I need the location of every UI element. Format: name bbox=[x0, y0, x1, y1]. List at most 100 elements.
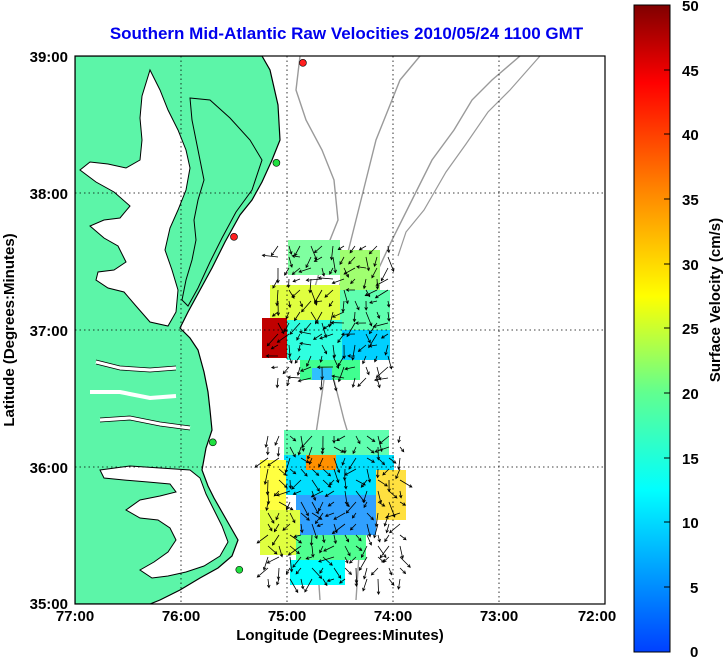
velocity-arrow bbox=[388, 457, 397, 464]
velocity-arrow bbox=[282, 523, 291, 531]
velocity-arrow bbox=[316, 523, 324, 527]
velocity-arrow bbox=[313, 245, 323, 254]
velocity-arrow bbox=[298, 330, 312, 335]
velocity-arrow bbox=[343, 446, 347, 454]
y-axis-label: Latitude (Degrees:Minutes) bbox=[1, 233, 18, 426]
velocity-arrow bbox=[263, 468, 269, 485]
velocity-arrow bbox=[256, 534, 269, 544]
velocity-arrow bbox=[276, 446, 281, 457]
velocity-arrow bbox=[344, 545, 351, 557]
velocity-arrow bbox=[306, 446, 313, 460]
velocity-arrow bbox=[344, 567, 353, 576]
velocity-arrow bbox=[321, 322, 328, 339]
velocity-arrow bbox=[374, 446, 390, 453]
velocity-arrow bbox=[351, 377, 356, 388]
velocity-arrow bbox=[256, 567, 269, 578]
velocity-arrow bbox=[370, 567, 379, 576]
velocity-arrow bbox=[311, 523, 318, 540]
velocity-arrow bbox=[349, 523, 357, 531]
velocity-arrow bbox=[318, 556, 335, 563]
velocity-arrow bbox=[352, 446, 357, 455]
velocity-arrow bbox=[266, 446, 270, 456]
velocity-arrow bbox=[376, 578, 381, 596]
velocity-arrow bbox=[275, 377, 280, 389]
velocity-arrow bbox=[328, 479, 335, 486]
velocity-arrow bbox=[300, 523, 304, 534]
velocity-arrow bbox=[291, 289, 301, 298]
velocity-arrow bbox=[377, 457, 386, 466]
velocity-arrow bbox=[331, 374, 345, 379]
y-tick-label: 37:00 bbox=[30, 323, 68, 340]
velocity-arrow bbox=[322, 479, 332, 488]
colorbar-tick-label: 5 bbox=[690, 580, 698, 597]
velocity-arrow bbox=[272, 534, 280, 546]
velocity-arrow bbox=[309, 534, 314, 547]
velocity-arrow bbox=[382, 556, 390, 563]
velocity-arrow bbox=[357, 344, 367, 352]
colorbar-tick-label: 30 bbox=[682, 257, 699, 274]
velocity-arrow bbox=[300, 501, 309, 517]
velocity-arrow bbox=[328, 300, 334, 308]
velocity-arrow bbox=[322, 322, 334, 330]
velocity-arrow bbox=[331, 278, 345, 285]
station-marker bbox=[230, 233, 238, 241]
velocity-arrow bbox=[327, 501, 335, 507]
colorbar-tick-label: 15 bbox=[682, 451, 699, 468]
colorbar-tick-marks bbox=[664, 69, 670, 588]
plot-frame bbox=[74, 55, 606, 605]
velocity-arrow bbox=[289, 435, 297, 442]
colorbar-ticks: 50 45 40 35 30 25 20 15 10 5 0 bbox=[682, 0, 699, 659]
velocity-arrow bbox=[296, 333, 301, 341]
velocity-arrow bbox=[289, 512, 296, 524]
velocity-arrow bbox=[299, 341, 312, 346]
plot-area bbox=[75, 56, 605, 604]
velocity-arrow bbox=[266, 556, 280, 564]
velocity-arrow bbox=[380, 267, 389, 282]
velocity-arrow bbox=[300, 578, 305, 590]
velocity-arrow bbox=[321, 267, 326, 277]
velocity-arrow bbox=[267, 512, 275, 524]
velocity-arrow bbox=[373, 523, 379, 539]
river bbox=[90, 360, 191, 430]
velocity-arrow bbox=[297, 344, 302, 352]
velocity-arrow bbox=[366, 512, 374, 521]
velocity-arrow bbox=[380, 333, 389, 339]
velocity-arrow bbox=[312, 333, 323, 340]
velocity-arrow bbox=[319, 567, 324, 574]
velocity-arrow bbox=[276, 300, 281, 317]
velocity-arrow bbox=[275, 490, 291, 497]
velocity-arrow bbox=[333, 512, 346, 520]
velocity-arrow bbox=[308, 457, 313, 465]
velocity-arrow bbox=[298, 267, 312, 273]
velocity-arrow bbox=[289, 556, 294, 573]
velocity-arrow bbox=[397, 435, 401, 444]
velocity-arrow bbox=[387, 311, 391, 322]
velocity-arrow bbox=[356, 265, 367, 269]
velocity-arrow bbox=[366, 534, 373, 546]
velocity-arrow bbox=[373, 256, 378, 267]
velocity-arrow bbox=[363, 501, 368, 509]
velocity-arrow bbox=[311, 468, 320, 477]
velocity-arrow bbox=[364, 300, 368, 311]
velocity-arrow bbox=[366, 468, 372, 483]
y-ticks: 39:00 38:00 37:00 36:00 35:00 bbox=[30, 49, 68, 613]
velocity-arrow bbox=[297, 446, 302, 456]
velocity-arrow bbox=[265, 354, 279, 358]
colorbar-tick-label: 25 bbox=[682, 321, 699, 338]
x-tick-label: 77:00 bbox=[56, 608, 94, 625]
velocity-arrow bbox=[333, 468, 340, 484]
colorbar-tick-label: 20 bbox=[682, 386, 699, 403]
velocity-arrow bbox=[387, 355, 393, 370]
velocity-arrow bbox=[337, 355, 345, 367]
colorbar-label: Surface Velocity (cm/s) bbox=[707, 218, 724, 382]
velocity-arrow bbox=[374, 512, 379, 528]
velocity-arrow bbox=[344, 556, 349, 564]
velocity-arrow bbox=[324, 289, 334, 298]
velocity-arrow bbox=[277, 322, 285, 335]
velocity-arrow bbox=[291, 267, 301, 275]
velocity-arrow bbox=[332, 435, 336, 444]
velocity-arrow bbox=[324, 512, 335, 518]
velocity-arrow bbox=[366, 446, 375, 454]
velocity-arrow bbox=[299, 300, 304, 308]
velocity-arrow bbox=[388, 567, 393, 576]
